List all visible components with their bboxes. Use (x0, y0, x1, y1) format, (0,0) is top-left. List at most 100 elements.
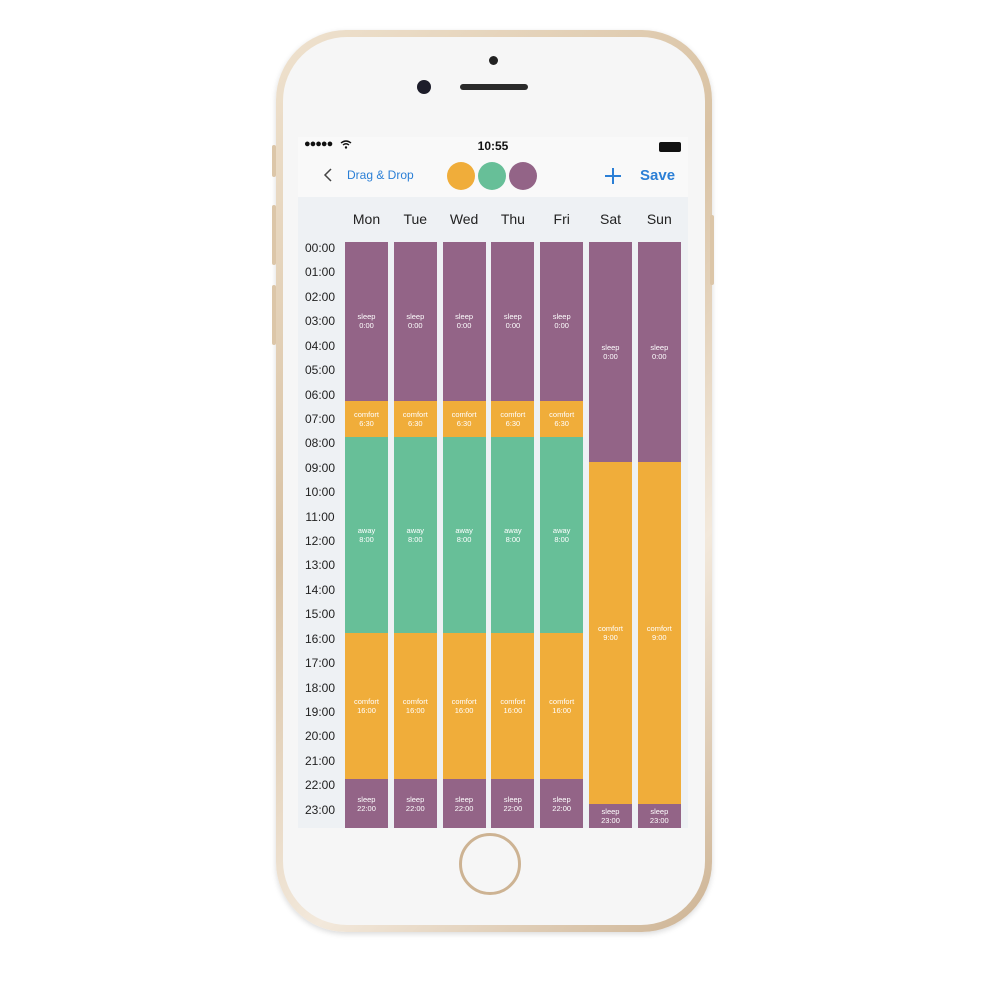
day-label: Thu (500, 211, 525, 227)
schedule-block[interactable]: sleep 22:00 (345, 779, 388, 828)
block-time: 0:00 (603, 351, 618, 361)
schedule-block[interactable]: comfort 9:00 (589, 461, 632, 804)
hour-label: 09:00 (304, 460, 336, 475)
schedule-block[interactable]: sleep 0:00 (442, 242, 486, 401)
schedule-block[interactable]: sleep 0:00 (589, 242, 632, 462)
block-mode: sleep (455, 794, 474, 804)
block-time: 0:00 (651, 351, 667, 361)
block-time: 6:30 (407, 419, 423, 429)
block-time: 23:00 (649, 815, 669, 825)
hour-label: 10:00 (304, 485, 336, 500)
block-mode: comfort (451, 410, 477, 420)
block-time: 16:00 (454, 705, 474, 715)
block-time: 16:00 (552, 705, 572, 715)
hour-label: 12:00 (304, 534, 336, 548)
schedule-block[interactable]: sleep 0:00 (345, 242, 388, 401)
schedule-block[interactable]: sleep 0:00 (491, 242, 535, 401)
schedule-block[interactable]: comfort 9:00 (637, 461, 681, 804)
schedule-block[interactable]: comfort 6:30 (393, 400, 437, 438)
schedule-block[interactable]: sleep 0:00 (637, 242, 681, 462)
block-time: 6:30 (456, 419, 472, 429)
sensor (489, 56, 498, 65)
battery (659, 142, 681, 152)
block-mode: sleep (357, 794, 376, 804)
schedule-block[interactable]: comfort 16:00 (491, 632, 535, 780)
schedule-block[interactable]: comfort 16:00 (393, 632, 437, 780)
schedule-block[interactable]: away 8:00 (491, 437, 535, 633)
hour-label: 07:00 (304, 411, 336, 426)
schedule-block[interactable]: away 8:00 (540, 437, 584, 633)
schedule-block[interactable]: comfort 6:30 (491, 400, 535, 438)
mute-switch (272, 145, 276, 177)
block-mode: comfort (549, 410, 575, 420)
schedule-block[interactable]: comfort 16:00 (442, 632, 486, 780)
back-button[interactable]: Drag & Drop (347, 168, 414, 182)
block-mode: sleep (357, 312, 376, 322)
hour-label: 19:00 (304, 704, 336, 719)
hour-label: 06:00 (304, 387, 336, 402)
block-mode: sleep (552, 794, 571, 804)
block-mode: sleep (552, 312, 571, 322)
block-time: 8:00 (359, 534, 374, 544)
day-label: Fri (553, 211, 570, 227)
hour-label: 04:00 (304, 338, 336, 353)
hour-label: 22:00 (304, 778, 336, 793)
volume-up (272, 205, 276, 265)
schedule-block[interactable]: away 8:00 (442, 437, 486, 633)
hour-label: 20:00 (304, 729, 336, 744)
block-time: 16:00 (405, 705, 425, 715)
block-time: 8:00 (456, 534, 472, 544)
hour-label: 14:00 (304, 582, 336, 597)
hour-label: 13:00 (304, 558, 336, 573)
block-time: 23:00 (601, 815, 620, 825)
back-chevron[interactable] (322, 167, 334, 183)
signal: ●●●●● (304, 138, 333, 150)
block-mode: sleep (650, 342, 669, 352)
add-button[interactable] (604, 167, 622, 185)
schedule-block[interactable]: sleep 23:00 (589, 803, 632, 828)
schedule-block[interactable]: sleep 22:00 (393, 779, 437, 828)
block-mode: sleep (503, 794, 522, 804)
hour-label: 15:00 (304, 607, 336, 622)
sleep-icon[interactable] (509, 162, 537, 190)
block-time: 0:00 (554, 321, 569, 331)
save-button[interactable]: Save (640, 167, 676, 184)
schedule-block[interactable]: sleep 22:00 (442, 779, 486, 828)
schedule-block[interactable]: sleep 22:00 (491, 779, 535, 828)
schedule-block[interactable]: comfort 16:00 (345, 632, 388, 780)
speaker (460, 84, 528, 90)
schedule-block[interactable]: comfort 16:00 (540, 632, 584, 780)
block-time: 6:30 (505, 419, 521, 429)
schedule-block[interactable]: comfort 6:30 (345, 400, 388, 438)
schedule-block[interactable]: away 8:00 (393, 437, 437, 633)
hour-label: 02:00 (304, 289, 336, 304)
day-column: sleep 0:00 comfort 9:00 sleep 23:00 (589, 242, 632, 828)
schedule-block[interactable]: comfort 6:30 (442, 400, 486, 438)
away-icon[interactable] (478, 162, 506, 190)
comfort-icon[interactable] (447, 162, 475, 190)
block-time: 22:00 (357, 803, 376, 813)
block-mode: sleep (406, 794, 425, 804)
schedule-block[interactable]: sleep 0:00 (393, 242, 437, 401)
home-button[interactable] (459, 833, 521, 895)
schedule-block[interactable]: comfort 6:30 (540, 400, 584, 438)
block-time: 16:00 (357, 705, 376, 715)
block-mode: comfort (451, 696, 477, 706)
hour-label: 17:00 (304, 656, 336, 671)
day-label: Sat (599, 211, 621, 227)
hour-label: 05:00 (304, 363, 336, 378)
day-column: sleep 0:00 comfort 6:30 away 8:00 comfort 16:00… (345, 242, 388, 828)
hour-label: 11:00 (305, 509, 335, 524)
block-mode: away (552, 525, 571, 535)
block-time: 22:00 (405, 803, 425, 813)
block-time: 22:00 (454, 803, 474, 813)
schedule-block[interactable]: away 8:00 (345, 437, 388, 633)
block-time: 0:00 (505, 321, 521, 331)
hour-label: 23:00 (304, 802, 336, 817)
schedule-block[interactable]: sleep 23:00 (637, 803, 681, 828)
block-time: 0:00 (456, 321, 472, 331)
schedule-block[interactable]: sleep 22:00 (540, 779, 584, 828)
block-mode: sleep (650, 806, 669, 816)
schedule-block[interactable]: sleep 0:00 (540, 242, 584, 401)
